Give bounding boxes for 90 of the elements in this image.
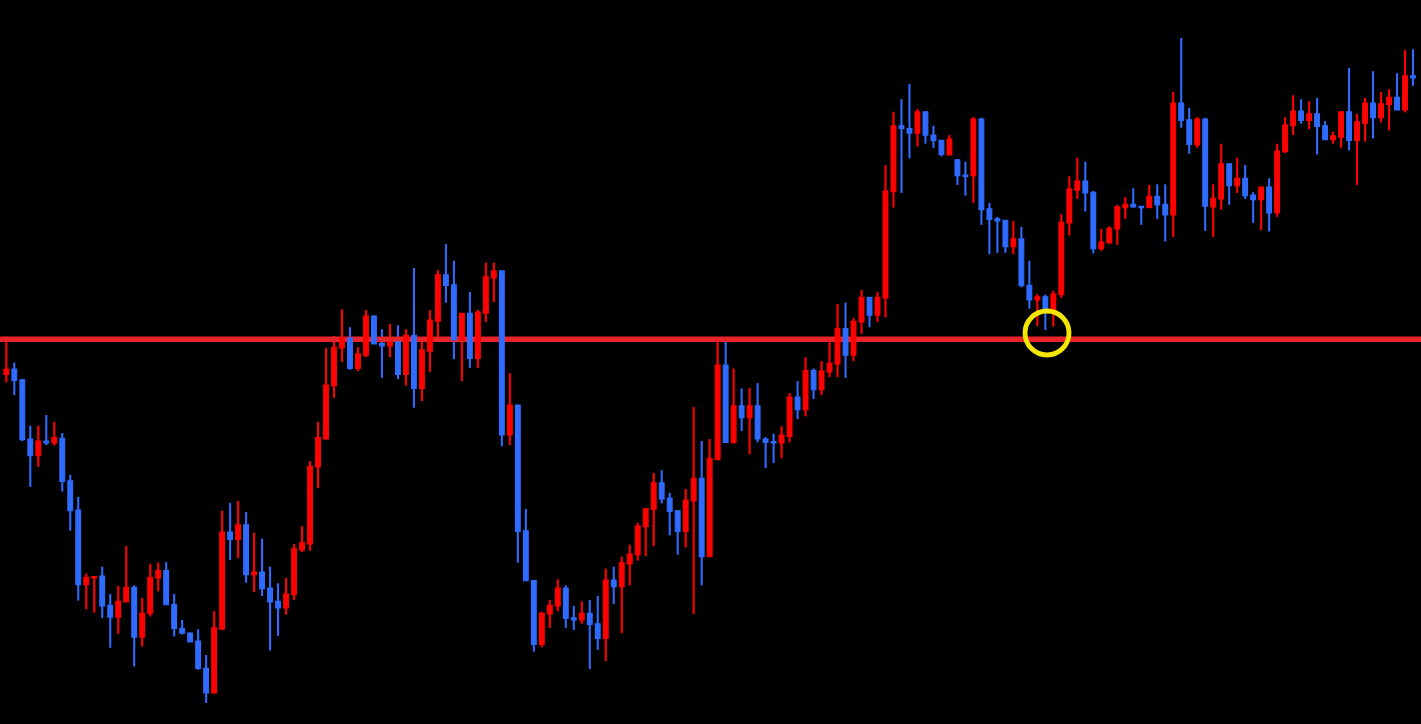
candlestick <box>666 491 673 537</box>
candlestick <box>43 414 50 447</box>
candlestick <box>1114 203 1121 246</box>
candlestick <box>1386 88 1392 132</box>
candlestick <box>690 406 697 615</box>
candlestick <box>91 574 98 614</box>
candlestick <box>1226 162 1233 206</box>
candlestick <box>490 261 497 304</box>
candlestick <box>155 561 162 593</box>
candlestick <box>1178 38 1185 129</box>
candlestick <box>1074 156 1081 200</box>
candlestick <box>139 596 146 648</box>
candlestick <box>267 565 274 652</box>
candlestick <box>11 361 18 397</box>
candlestick <box>283 576 290 616</box>
candlestick <box>794 380 801 421</box>
candlestick <box>818 360 825 397</box>
candlestick <box>1370 70 1376 140</box>
candlestick <box>35 424 42 468</box>
candlestick <box>1394 72 1400 111</box>
candlestick <box>778 425 785 460</box>
candlestick <box>1322 120 1329 141</box>
candlestick <box>1010 219 1017 256</box>
candlestick <box>994 215 1001 254</box>
candlestick <box>946 134 953 157</box>
candlestick <box>115 584 122 635</box>
candlestick <box>1258 185 1265 232</box>
candlestick <box>1162 183 1169 243</box>
candlestick <box>1314 96 1321 156</box>
candlestick <box>1242 163 1249 200</box>
candlestick <box>123 545 130 603</box>
candlestick <box>51 420 58 447</box>
candlestick <box>251 531 258 593</box>
candlestick <box>259 537 266 597</box>
candlestick <box>986 201 993 256</box>
candlestick <box>810 367 817 401</box>
candlestick <box>1306 100 1313 131</box>
candlestick <box>1026 259 1033 310</box>
candlestick <box>27 424 34 488</box>
candlestick <box>1298 98 1305 125</box>
candlestick <box>107 592 114 649</box>
candlestick <box>1130 187 1137 209</box>
candlestick <box>227 501 234 562</box>
candlestick <box>674 509 681 556</box>
candlestick <box>1042 293 1049 331</box>
candlestick <box>1362 96 1369 143</box>
candlestick <box>171 592 178 638</box>
candlestick <box>83 572 90 611</box>
candlestick <box>546 598 553 629</box>
candlestick <box>1290 94 1297 137</box>
candlestick <box>594 594 601 651</box>
candlestick <box>387 322 393 359</box>
candlestick <box>1138 205 1145 226</box>
candlestick <box>1154 183 1161 220</box>
candlestick <box>762 435 769 470</box>
candlestick <box>962 160 969 197</box>
candlestick <box>235 499 242 560</box>
candlestick <box>1410 48 1416 87</box>
candlestick <box>642 507 649 558</box>
candlestick <box>578 600 585 625</box>
candlestick <box>770 432 777 464</box>
candlestick <box>1122 195 1129 220</box>
candlestick <box>442 243 449 304</box>
candlestick <box>1210 183 1217 238</box>
candlestick <box>275 582 282 637</box>
candlestick <box>1034 292 1041 327</box>
candlestick <box>658 469 665 505</box>
candlestick <box>954 157 961 186</box>
candlestick <box>554 578 561 613</box>
candlestick <box>1050 289 1057 328</box>
candlestick <box>299 525 305 554</box>
candlestick <box>914 108 921 148</box>
candlestick <box>1250 191 1257 224</box>
candlestick <box>1082 160 1089 213</box>
candlestick <box>379 328 385 379</box>
candlestick <box>570 604 577 631</box>
candlestick <box>1098 227 1105 252</box>
candlestick <box>1354 112 1361 186</box>
candlestick <box>355 346 361 373</box>
candlestick <box>339 308 345 363</box>
candlestick <box>610 565 617 605</box>
candlestick <box>618 555 625 635</box>
candlestick <box>1234 156 1241 194</box>
candlestick <box>866 296 873 329</box>
candlestick <box>626 543 633 587</box>
candlestick <box>738 387 745 433</box>
candlestick <box>746 386 753 456</box>
candlestick <box>586 598 593 671</box>
candlestick <box>1378 90 1384 124</box>
candlestick <box>1146 183 1153 209</box>
